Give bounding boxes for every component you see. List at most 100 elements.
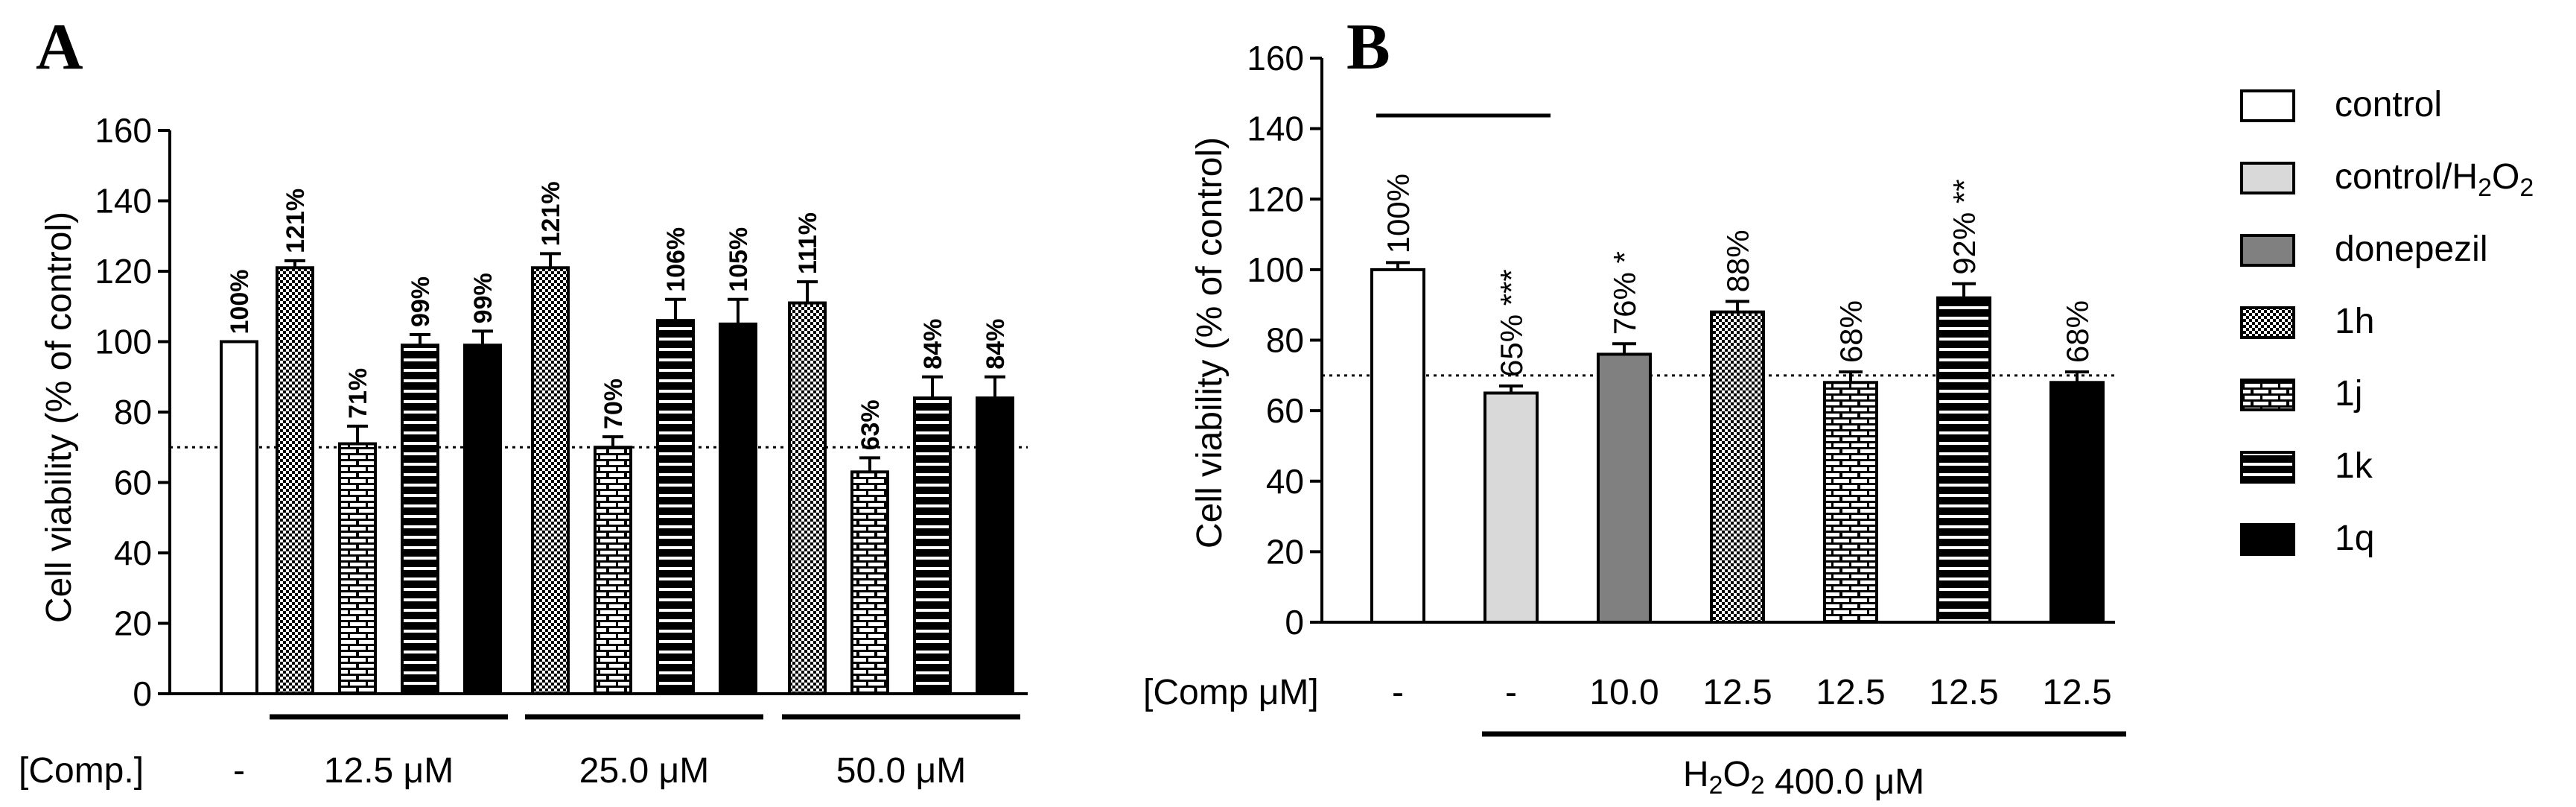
panel-b-treatment-label: H2O2 400.0 μM <box>1683 755 1924 802</box>
panel-a: A Cell viability (% of control) 0 20 40 60 8… <box>19 11 1028 791</box>
panel-a-bar-1h <box>788 301 827 695</box>
legend-label-control-h2o2: control/H2O2 <box>2335 157 2534 202</box>
legend-swatch-1j <box>2240 379 2295 411</box>
legend: control control/H2O2 donepezil 1h 1j 1k 1q <box>2240 85 2534 558</box>
panel-b-bar-1j <box>1823 381 1878 624</box>
panel-a-data-label: 105% <box>725 227 753 292</box>
legend-label-1h: 1h <box>2335 302 2374 341</box>
panel-b-concentration-label: 10.0 <box>1589 673 1659 712</box>
panel-a-letter: A <box>36 11 83 83</box>
legend-label-1j: 1j <box>2335 374 2362 414</box>
legend-swatch-1h <box>2240 306 2295 339</box>
panel-a-y-tick-label: 100 <box>95 323 152 361</box>
panel-a-data-label: 121% <box>537 181 565 246</box>
panel-b-concentration-label: - <box>1505 673 1517 712</box>
panel-b-bar-donepezil <box>1597 352 1652 624</box>
panel-b-concentration-label: 12.5 <box>1816 673 1885 712</box>
panel-b-y-tick-label: 140 <box>1247 110 1304 148</box>
panel-a-group-label: 12.5 μM <box>324 751 454 791</box>
panel-b-condition-row: - - 10.0 12.5 12.5 12.5 12.5 [Comp μM] H2O2 400.… <box>1143 621 2126 802</box>
panel-a-y-axis: 0 20 40 60 80 100 120 140 160 <box>95 111 171 713</box>
panel-a-y-tick-label: 0 <box>133 674 152 713</box>
legend-label-control: control <box>2335 85 2442 124</box>
panel-b-y-tick-label: 60 <box>1266 391 1304 430</box>
panel-b-y-tick-label: 120 <box>1247 180 1304 218</box>
panel-a-bar-1q <box>976 396 1014 695</box>
panel-b-y-axis-label: Cell viability (% of control) <box>1190 137 1230 548</box>
panel-a-bar-control <box>220 340 258 695</box>
panel-a-y-tick-label: 40 <box>114 534 152 572</box>
panel-a-bar-1k <box>656 319 695 695</box>
panel-a-group-label: 50.0 μM <box>836 751 966 791</box>
panel-b-row-label: [Comp μM] <box>1143 673 1319 712</box>
panel-b-bar-1q <box>2049 381 2105 624</box>
legend-swatch-1q <box>2240 523 2295 556</box>
panel-b-concentration-label: 12.5 <box>1929 673 1998 712</box>
panel-b-y-axis: 0 20 40 60 80 100 120 140 160 <box>1247 39 1323 642</box>
panel-a-data-label: 106% <box>662 227 690 292</box>
panel-b-letter: B <box>1346 11 1390 83</box>
panel-a-y-tick-label: 160 <box>95 111 152 150</box>
legend-label-1q: 1q <box>2335 519 2374 558</box>
panel-b-data-label: 68% <box>2060 300 2095 363</box>
legend-swatch-control <box>2240 89 2295 122</box>
panel-b-bar-control-h2o2 <box>1483 391 1539 624</box>
panel-a-y-tick-label: 20 <box>114 604 152 643</box>
panel-a-data-label: 99% <box>469 273 497 323</box>
panel-b-bar-control <box>1370 268 1425 624</box>
panel-a-data-label: 121% <box>282 189 310 253</box>
legend-label-1k: 1k <box>2335 446 2373 486</box>
panel-b-y-tick-label: 160 <box>1247 39 1304 77</box>
legend-swatch-donepezil <box>2240 234 2295 267</box>
panel-a-bar-1k <box>913 396 952 695</box>
panel-a-bar-1j <box>850 470 889 695</box>
panel-b-concentration-label: - <box>1392 673 1404 712</box>
panel-b-data-label: 65% *** <box>1494 269 1529 377</box>
panel-b-bar-1h <box>1710 310 1765 624</box>
panel-a-bars: 100% 121% 71% 99% 99% 121% 70% 106% 105% 111% 63% 8… <box>170 181 1028 696</box>
panel-b-data-label: 76% * <box>1607 251 1642 335</box>
panel-a-group-label: 25.0 μM <box>579 751 709 791</box>
panel-b-y-tick-label: 80 <box>1266 321 1304 360</box>
panel-a-bar-1k <box>401 344 439 695</box>
legend-label-donepezil: donepezil <box>2335 230 2488 269</box>
panel-b-y-tick-label: 20 <box>1266 532 1304 571</box>
panel-a-bar-1j <box>594 446 632 695</box>
panel-a-row-label: [Comp.] <box>19 751 144 791</box>
panel-a-data-label: 111% <box>794 212 822 274</box>
legend-swatch-control-h2o2 <box>2240 162 2295 194</box>
panel-a-data-label: 100% <box>226 270 254 335</box>
panel-a-y-tick-label: 120 <box>95 252 152 291</box>
panel-b-data-label: 92% ** <box>1947 179 1982 274</box>
panel-a-y-tick-label: 80 <box>114 393 152 431</box>
panel-b-bars: 100% 65% *** 76% * 88% 68% 92% ** 68% <box>1322 113 2115 624</box>
panel-a-condition-row: - 12.5 μM 25.0 μM 50.0 μM [Comp.] <box>19 692 1028 791</box>
panel-b-y-tick-label: 100 <box>1247 250 1304 289</box>
panel-a-bar-1q <box>463 344 502 695</box>
panel-a-y-tick-label: 140 <box>95 182 152 221</box>
panel-b-concentration-label: 12.5 <box>2042 673 2111 712</box>
panel-a-bar-1h <box>276 266 314 695</box>
panel-b-bar-1k <box>1936 296 1991 624</box>
panel-a-y-tick-label: 60 <box>114 463 152 502</box>
panel-a-bar-1j <box>338 442 377 696</box>
panel-a-data-label: 70% <box>600 379 628 429</box>
panel-b-data-label: 100% <box>1381 174 1416 253</box>
panel-a-data-label: 84% <box>982 319 1010 370</box>
panel-b-data-label: 88% <box>1720 230 1755 292</box>
panel-a-bar-1h <box>531 266 570 695</box>
panel-a-y-axis-label: Cell viability (% of control) <box>39 212 79 623</box>
panel-b-concentration-label: 12.5 <box>1702 673 1772 712</box>
panel-b: B Cell viability (% of control) 0 20 40 60 8… <box>1143 11 2126 802</box>
panel-a-data-label: 84% <box>919 319 947 370</box>
panel-a-data-label: 71% <box>344 368 372 419</box>
legend-swatch-1k <box>2240 451 2295 484</box>
panel-b-data-label: 68% <box>1834 300 1869 363</box>
panel-a-data-label: 99% <box>407 276 435 327</box>
panel-b-y-tick-label: 40 <box>1266 462 1304 501</box>
panel-a-bar-1q <box>719 322 757 695</box>
panel-b-y-tick-label: 0 <box>1285 603 1304 642</box>
panel-a-data-label: 63% <box>856 399 885 450</box>
panel-a-group-label: - <box>233 751 245 791</box>
